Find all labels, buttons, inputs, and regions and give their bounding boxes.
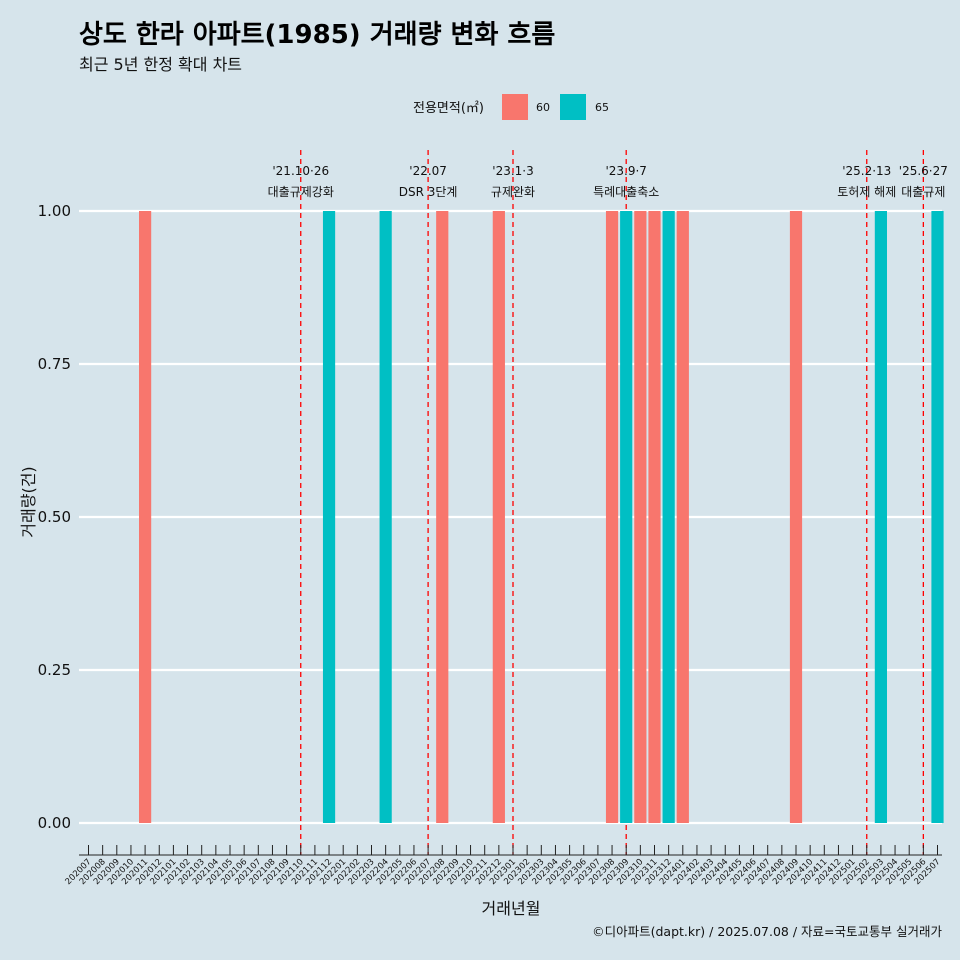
y-tick-label: 0.25 xyxy=(38,661,71,679)
bar xyxy=(605,211,619,823)
bar xyxy=(379,211,392,823)
bar xyxy=(662,211,675,823)
y-axis-title: 거래량(건) xyxy=(19,466,38,537)
legend-swatch-60 xyxy=(502,94,528,120)
x-axis-title: 거래년월 xyxy=(482,899,541,918)
x-axis: 2020072020082020092020102020112020122021… xyxy=(64,845,943,887)
bar xyxy=(322,211,336,823)
annotation-date: '25.2·13 xyxy=(842,164,891,178)
legend-swatch-65 xyxy=(560,94,586,120)
legend-label-65: 65 xyxy=(595,101,609,114)
y-tick-labels: 0.00 0.25 0.50 0.75 1.00 xyxy=(38,202,71,832)
grid-lines xyxy=(79,209,942,825)
annotation-date: '21.10·26 xyxy=(272,164,329,178)
bar xyxy=(874,211,887,823)
annotation-label: 특례대출축소 xyxy=(593,185,659,199)
bar xyxy=(139,211,152,823)
annotation-label: 토허제 해제 xyxy=(837,185,896,199)
annotation-labels: '21.10·26 대출규제강화 '22.07 DSR 3단계 '23.1·3 규제완화 '… xyxy=(268,164,948,199)
caption: ©디아파트(dapt.kr) / 2025.07.08 / 자료=국토교통부 실… xyxy=(592,924,942,939)
bar xyxy=(676,211,689,823)
annotation-label: DSR 3단계 xyxy=(399,185,458,199)
bar xyxy=(648,211,661,823)
legend-title: 전용면적(㎡) xyxy=(413,101,484,116)
chart-subtitle: 최근 5년 한정 확대 차트 xyxy=(79,55,242,74)
bar xyxy=(436,211,449,823)
bar xyxy=(634,211,647,823)
annotation-date: '22.07 xyxy=(409,164,447,178)
bar xyxy=(492,211,505,823)
chart-title: 상도 한라 아파트(1985) 거래량 변화 흐름 xyxy=(79,20,555,50)
annotation-label: 규제완화 xyxy=(491,185,535,199)
legend-label-60: 60 xyxy=(536,101,550,114)
y-tick-label: 0.50 xyxy=(38,508,71,526)
annotation-date: '23.9·7 xyxy=(605,164,646,178)
annotation-date: '25.6·27 xyxy=(899,164,948,178)
bar xyxy=(789,211,803,823)
annotation-label: 대출규제강화 xyxy=(268,185,334,199)
bars xyxy=(139,211,944,823)
bar xyxy=(931,211,944,823)
y-tick-label: 1.00 xyxy=(38,202,71,220)
annotation-label: 대출규제 xyxy=(901,185,945,199)
bar xyxy=(620,211,633,823)
legend: 전용면적(㎡) 60 65 xyxy=(413,94,609,120)
y-tick-label: 0.75 xyxy=(38,355,71,373)
y-tick-label: 0.00 xyxy=(38,814,71,832)
annotation-date: '23.1·3 xyxy=(492,164,533,178)
